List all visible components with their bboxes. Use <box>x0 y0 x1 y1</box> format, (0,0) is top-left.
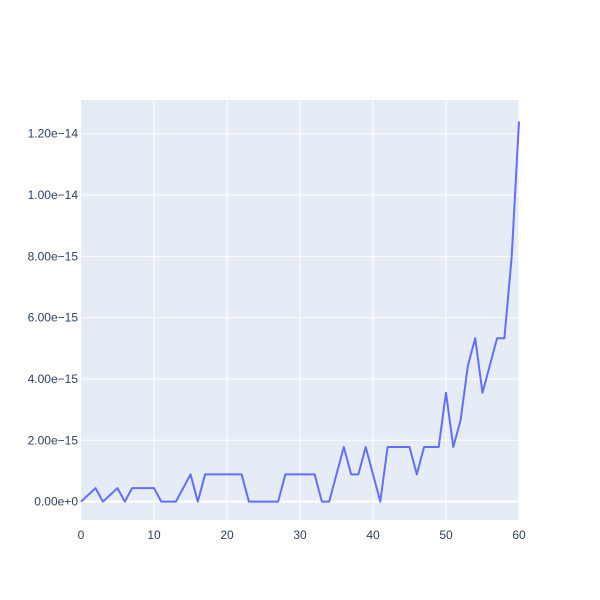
y-axis: 0.00e+0 2.00e−15 4.00e−15 6.00e−15 8.00e−15 1… <box>28 127 79 509</box>
y-tick-label: 4.00e−15 <box>28 372 79 386</box>
y-tick-label: 0.00e+0 <box>34 495 78 509</box>
y-tick-label: 1.20e−14 <box>28 127 79 141</box>
series-line <box>80 121 520 503</box>
x-tick-label: 50 <box>439 528 453 542</box>
x-tick-label: 10 <box>147 528 161 542</box>
x-tick-label: 30 <box>293 528 307 542</box>
x-tick-label: 20 <box>220 528 234 542</box>
y-tick-label: 6.00e−15 <box>28 311 79 325</box>
y-tick-label: 2.00e−15 <box>28 433 79 447</box>
y-gridlines <box>81 133 519 503</box>
y-tick-label: 1.00e−14 <box>28 188 79 202</box>
x-gridlines <box>153 100 520 520</box>
x-axis: 0 10 20 30 40 50 60 <box>78 528 526 542</box>
x-tick-label: 0 <box>78 528 85 542</box>
x-tick-label: 60 <box>512 528 526 542</box>
series-layer <box>80 121 520 503</box>
y-tick-label: 8.00e−15 <box>28 249 79 263</box>
x-tick-label: 40 <box>366 528 380 542</box>
